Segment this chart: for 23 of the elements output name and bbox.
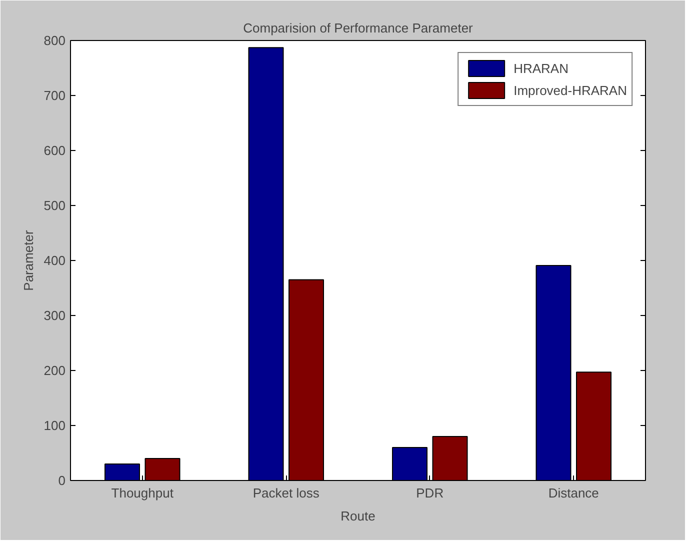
bar	[144, 458, 180, 480]
y-tick-label: 100	[44, 418, 66, 433]
y-tick-label: 600	[44, 143, 66, 158]
x-tick-label: Thoughput	[111, 486, 174, 500]
bar	[248, 47, 284, 480]
x-tick-label: PDR	[416, 486, 444, 500]
y-tick-label: 500	[44, 198, 66, 213]
x-tick-label: Distance	[548, 486, 599, 500]
legend-label: HRARAN	[514, 60, 568, 76]
y-tick-label: 0	[58, 473, 66, 488]
x-tick-label: Packet loss	[252, 486, 320, 500]
y-tick-label: 200	[44, 363, 66, 378]
bar	[576, 372, 612, 480]
y-tick-label: 300	[44, 308, 66, 323]
legend-label: Improved-HRARAN	[514, 82, 627, 98]
bar	[432, 436, 468, 480]
y-axis-title: Parameter	[20, 229, 36, 291]
x-axis-title: Route	[340, 508, 376, 524]
y-tick-label: 800	[44, 33, 66, 48]
bar	[104, 464, 140, 480]
chart-title: Comparision of Performance Parameter	[243, 20, 474, 36]
y-tick-label: 400	[44, 253, 66, 268]
y-tick-label: 700	[44, 88, 66, 103]
